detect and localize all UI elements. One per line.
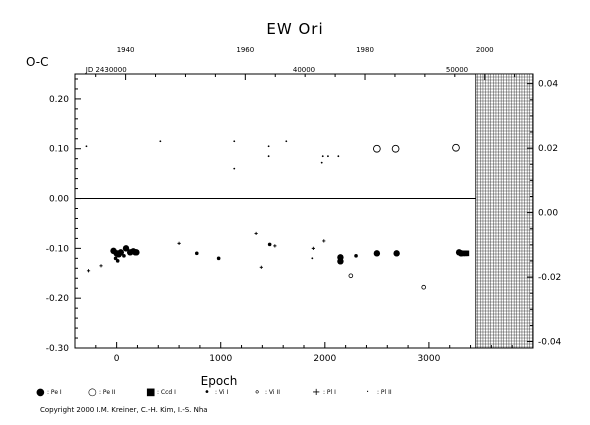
point-pl-ii xyxy=(85,145,88,148)
point-pl-i xyxy=(322,239,326,243)
point-pe-i xyxy=(393,250,400,257)
point-vi-i xyxy=(194,251,199,256)
point-pe-ii xyxy=(373,144,381,153)
x-tick-label: 3000 xyxy=(417,354,440,364)
x-axis-label: Epoch xyxy=(201,374,238,388)
point-pe-i xyxy=(337,258,344,265)
jd-label: 40000 xyxy=(293,66,315,74)
top-year-label: 2000 xyxy=(476,46,494,54)
legend-label: : Vi II xyxy=(265,389,281,396)
y-tick-label-left: -0.10 xyxy=(46,244,70,254)
x-tick-label: 0 xyxy=(114,354,120,364)
point-pl-i xyxy=(254,231,258,236)
y-tick-label-right: 0.04 xyxy=(538,80,558,90)
plot-frame xyxy=(74,73,534,349)
jd-label: JD 2430000 xyxy=(85,66,127,74)
y-tick-label-left: -0.20 xyxy=(46,294,70,304)
point-pl-ii xyxy=(233,167,236,170)
point-vi-i xyxy=(113,256,118,261)
point-pe-i xyxy=(133,249,140,256)
x-tick-label: 1000 xyxy=(209,354,232,364)
point-pl-ii xyxy=(327,155,329,158)
y-tick-label-left: -0.30 xyxy=(46,344,70,354)
point-ccd-i xyxy=(463,250,470,257)
top-year-label: 1940 xyxy=(117,46,135,54)
point-pl-ii xyxy=(267,155,270,158)
jd-label: 50000 xyxy=(446,66,468,74)
point-pl-i xyxy=(86,269,91,273)
point-vi-ii xyxy=(348,273,354,279)
point-pl-i xyxy=(273,244,277,248)
legend-label: : Pe I xyxy=(47,389,62,396)
point-pl-ii xyxy=(311,257,314,260)
data-points xyxy=(85,140,470,290)
point-vi-ii xyxy=(421,284,427,290)
legend-symbol: + xyxy=(312,387,321,398)
y-tick-label-right: -0.04 xyxy=(538,338,562,348)
legend-symbol: ○ xyxy=(88,387,97,398)
legend-symbol: • xyxy=(204,387,210,398)
point-pe-ii xyxy=(452,143,460,152)
y-tick-label-right: -0.02 xyxy=(538,273,561,283)
point-pl-ii xyxy=(321,155,324,158)
y-axis-label: O-C xyxy=(26,55,49,69)
y-tick-label-right: 0.02 xyxy=(538,144,558,154)
legend-label: : Ccd I xyxy=(157,389,176,396)
y-tick-label-right: 0.00 xyxy=(538,209,558,219)
point-vi-i xyxy=(216,256,221,261)
x-tick-label: 2000 xyxy=(313,354,336,364)
legend-label: : Pe II xyxy=(99,389,116,396)
point-vi-i xyxy=(115,259,120,263)
point-pe-i xyxy=(122,245,130,252)
point-vi-i xyxy=(354,254,358,258)
hatched-region xyxy=(475,73,534,349)
point-pl-ii xyxy=(337,155,340,158)
hatched-region-border xyxy=(475,73,534,349)
y-tick-label-left: 0.00 xyxy=(49,195,69,205)
copyright-note: Copyright 2000 I.M. Kreiner, C.-H. Kim, … xyxy=(40,406,208,414)
y-tick-label-left: 0.10 xyxy=(49,145,69,155)
chart-title: EW Ori xyxy=(266,20,323,38)
legend-symbol: ■ xyxy=(146,387,156,398)
point-vi-i xyxy=(267,242,272,247)
point-pe-i xyxy=(117,249,125,256)
legend-symbol: ∘ xyxy=(254,387,261,398)
top-year-label: 1980 xyxy=(356,46,374,54)
point-pl-ii xyxy=(159,140,162,143)
point-vi-i xyxy=(122,254,126,258)
plot-border xyxy=(74,73,534,349)
point-pl-i xyxy=(259,265,263,269)
point-pl-i xyxy=(311,246,315,250)
y-tick-label-left: 0.20 xyxy=(49,95,69,105)
legend-label: : Pl II xyxy=(377,389,392,396)
point-pl-ii xyxy=(320,161,323,164)
point-pl-ii xyxy=(233,140,236,143)
point-pl-i xyxy=(177,241,181,245)
point-pl-ii xyxy=(267,145,270,148)
top-year-label: 1960 xyxy=(236,46,254,54)
point-pe-i xyxy=(373,250,381,257)
legend-label: : Vi I xyxy=(215,389,229,396)
legend-symbol: ● xyxy=(36,387,45,398)
point-pl-i xyxy=(99,264,103,268)
axis-ticks: 0 1000 2000 3000 1940 1960 1980 2000 JD 2430000 4… xyxy=(46,46,562,364)
point-pl-ii xyxy=(285,140,288,143)
legend-symbol: · xyxy=(366,387,370,398)
legend-label: : Pl I xyxy=(323,389,336,396)
point-pe-ii xyxy=(391,144,400,153)
